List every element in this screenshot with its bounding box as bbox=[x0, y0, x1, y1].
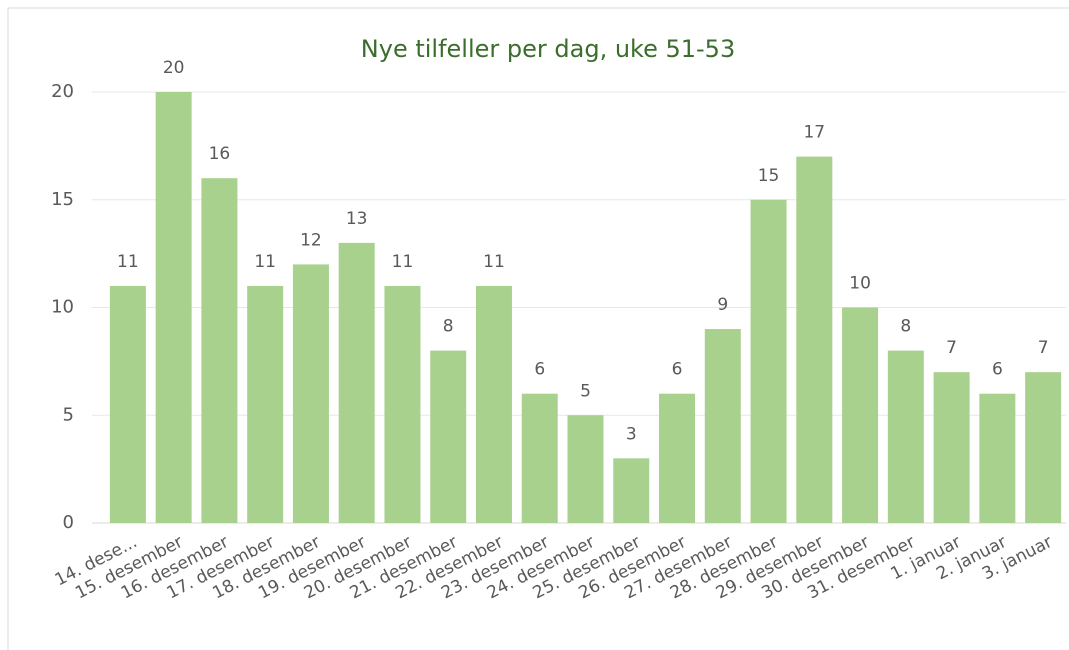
bar bbox=[384, 285, 421, 523]
y-tick-label: 5 bbox=[63, 404, 74, 425]
y-tick-label: 15 bbox=[51, 189, 74, 210]
data-label: 5 bbox=[580, 381, 591, 401]
bar bbox=[521, 393, 558, 523]
bar bbox=[704, 329, 741, 523]
bar bbox=[155, 92, 192, 523]
data-label: 20 bbox=[163, 58, 185, 78]
bar bbox=[247, 285, 284, 523]
data-label: 13 bbox=[346, 209, 368, 229]
bar bbox=[842, 307, 879, 523]
data-label: 9 bbox=[717, 295, 728, 315]
bar bbox=[338, 242, 375, 523]
data-label: 6 bbox=[672, 360, 683, 380]
bar bbox=[796, 156, 833, 523]
y-tick-label: 10 bbox=[51, 297, 74, 318]
bar bbox=[292, 264, 329, 523]
bar bbox=[201, 178, 238, 523]
data-label: 6 bbox=[534, 360, 545, 380]
bar bbox=[887, 350, 924, 523]
data-label: 11 bbox=[483, 252, 505, 272]
data-label: 16 bbox=[209, 144, 231, 164]
bar bbox=[1025, 372, 1062, 523]
data-label: 12 bbox=[300, 230, 322, 250]
y-tick-label: 0 bbox=[63, 512, 74, 533]
data-label: 10 bbox=[849, 274, 871, 294]
data-label: 11 bbox=[392, 252, 414, 272]
data-label: 7 bbox=[1038, 338, 1049, 358]
bar bbox=[567, 415, 604, 523]
y-tick-label: 20 bbox=[51, 81, 74, 102]
data-label: 8 bbox=[900, 317, 911, 337]
data-label: 7 bbox=[946, 338, 957, 358]
bar bbox=[430, 350, 467, 523]
bar bbox=[613, 458, 650, 523]
bar bbox=[659, 393, 696, 523]
data-label: 8 bbox=[443, 317, 454, 337]
data-label: 3 bbox=[626, 424, 637, 444]
data-label: 11 bbox=[254, 252, 276, 272]
data-label: 17 bbox=[803, 123, 825, 143]
chart-title: Nye tilfeller per dag, uke 51-53 bbox=[361, 35, 735, 63]
bar bbox=[750, 199, 787, 523]
bar bbox=[109, 285, 146, 523]
data-label: 6 bbox=[992, 360, 1003, 380]
data-label: 15 bbox=[758, 166, 780, 186]
data-label: 11 bbox=[117, 252, 139, 272]
bar bbox=[933, 372, 970, 523]
bar bbox=[475, 285, 512, 523]
bar bbox=[979, 393, 1016, 523]
